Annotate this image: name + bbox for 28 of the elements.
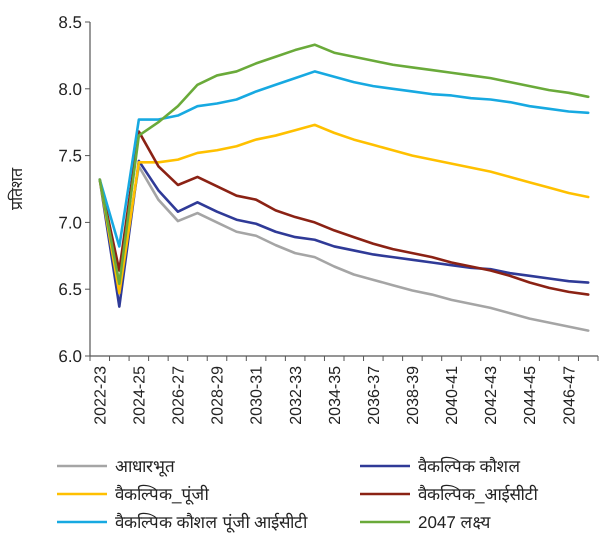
legend-label: आधारभूत [115,456,175,477]
y-tick-label: 6.0 [58,346,82,366]
y-tick-label: 8.5 [58,12,82,32]
x-tick-label: 2032-33 [288,366,305,425]
legend-label: वैकल्पिक कौशल [418,456,521,476]
legend-label: वैकल्पिक कौशल पूंजी आईसीटी [115,512,308,533]
x-tick-label: 2030-31 [248,366,266,425]
x-tick-label: 2026-27 [170,366,188,425]
legend-label: वैकल्पिक_आईसीटी [418,484,538,504]
x-tick-label: 2028-29 [210,366,227,425]
line-series [98,70,590,248]
y-tick-label: 7.0 [58,213,82,232]
y-tick-label: 7.5 [58,146,82,166]
x-tick-label: 2034-35 [326,366,344,425]
legend-label: 2047 लक्ष्य [418,512,492,532]
x-tick-label: 2022-23 [92,366,110,425]
x-tick-label: 2036-37 [366,366,383,425]
x-tick-label: 2040-41 [444,366,462,425]
y-tick-label: 6.5 [58,280,82,300]
y-tick-label: 8.0 [58,80,82,99]
y-axis-title: प्रतिशत [7,167,26,210]
x-tick-label: 2044-45 [522,366,540,425]
legend-label: वैकल्पिक_पूंजी [115,484,210,505]
line-series [98,43,590,286]
x-tick-label: 2042-43 [483,366,500,425]
x-tick-label: 2024-25 [131,366,148,425]
x-tick-label: 2046-47 [561,366,578,425]
x-tick-label: 2038-39 [404,366,422,425]
